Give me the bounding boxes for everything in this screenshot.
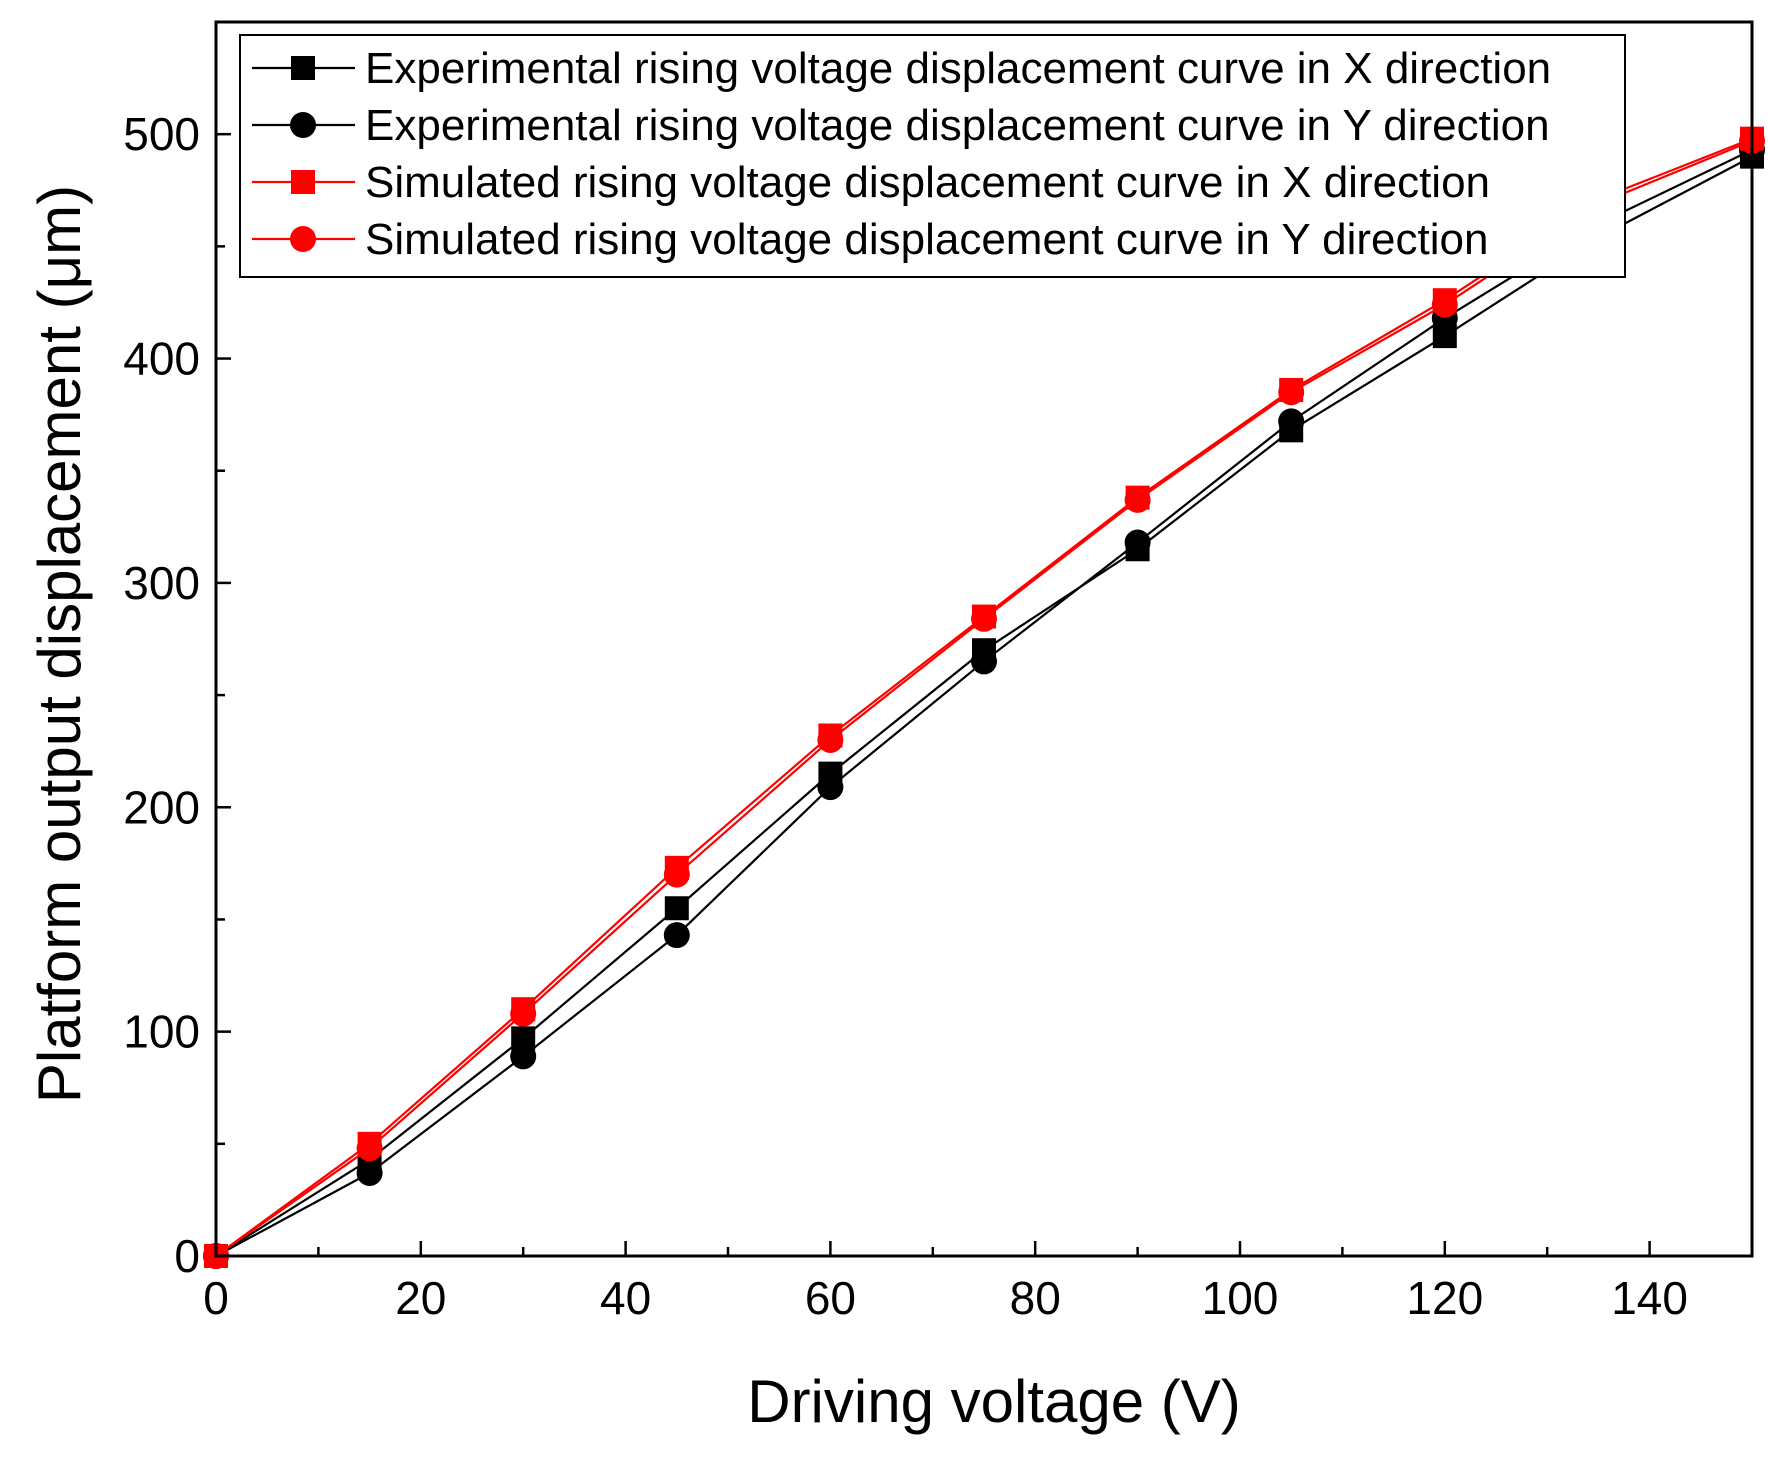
x-tick-label: 80 — [1010, 1272, 1061, 1324]
series-2-point — [1278, 408, 1305, 435]
series-2-point — [663, 922, 690, 949]
series-3-line — [215, 137, 1753, 1257]
legend-marker — [290, 226, 316, 252]
series-2-point — [510, 1043, 537, 1070]
legend-marker — [290, 112, 316, 138]
legend-label: Simulated rising voltage displacement cu… — [365, 158, 1490, 207]
x-axis-label: Driving voltage (V) — [747, 1368, 1241, 1435]
legend-marker — [291, 56, 315, 80]
series-3 — [204, 126, 1764, 1268]
x-tick-label: 20 — [395, 1272, 446, 1324]
y-axis-label: Platform output displacement (μm) — [26, 185, 93, 1103]
y-tick-label: 100 — [123, 1006, 200, 1058]
series-1 — [204, 144, 1764, 1268]
series-4-point — [971, 605, 997, 632]
x-tick-label: 120 — [1406, 1272, 1483, 1324]
legend-marker — [291, 170, 315, 194]
series-2-point — [1124, 529, 1151, 556]
x-tick-label: 100 — [1202, 1272, 1279, 1324]
x-tick-label: 40 — [600, 1272, 651, 1324]
series-4-point — [817, 726, 844, 753]
x-tick-label: 0 — [203, 1272, 229, 1324]
y-tick-label: 200 — [123, 781, 200, 833]
y-tick-label: 500 — [123, 108, 200, 160]
y-tick-label: 0 — [174, 1230, 200, 1282]
x-tick-label: 140 — [1611, 1272, 1688, 1324]
series-2-line — [215, 148, 1753, 1257]
legend-label: Experimental rising voltage displacement… — [365, 44, 1551, 93]
series-4-point — [1278, 379, 1305, 406]
series-4-point — [1124, 486, 1151, 513]
x-tick-label: 60 — [805, 1272, 856, 1324]
legend-label: Experimental rising voltage displacement… — [365, 101, 1550, 150]
y-tick-label: 400 — [123, 333, 200, 385]
legend-item: Experimental rising voltage displacement… — [252, 101, 1550, 150]
series-layer — [203, 126, 1765, 1269]
axes-layer: 0 20 40 60 80 100 120 140 0 100 200 300 400 500 Drivin… — [26, 20, 1754, 1435]
series-4-point — [510, 1000, 537, 1027]
series-1-point — [664, 896, 689, 921]
series-4-line — [215, 139, 1753, 1257]
series-4 — [203, 127, 1765, 1269]
series-2-point — [971, 648, 997, 675]
legend: Experimental rising voltage displacement… — [239, 34, 1626, 278]
y-tick-label: 300 — [123, 557, 200, 609]
series-1-line — [215, 155, 1753, 1257]
series-2 — [203, 136, 1765, 1269]
series-2-point — [817, 774, 844, 801]
series-2-point — [356, 1159, 383, 1186]
series-4-point — [1431, 291, 1458, 318]
legend-item: Simulated rising voltage displacement cu… — [252, 158, 1490, 207]
legend-item: Experimental rising voltage displacement… — [252, 44, 1551, 93]
legend-item: Simulated rising voltage displacement cu… — [252, 215, 1488, 264]
legend-label: Simulated rising voltage displacement cu… — [365, 215, 1488, 264]
series-4-point — [663, 861, 690, 888]
plot-frame — [214, 20, 1754, 1258]
legend-box — [239, 34, 1626, 278]
series-4-point — [356, 1135, 383, 1162]
